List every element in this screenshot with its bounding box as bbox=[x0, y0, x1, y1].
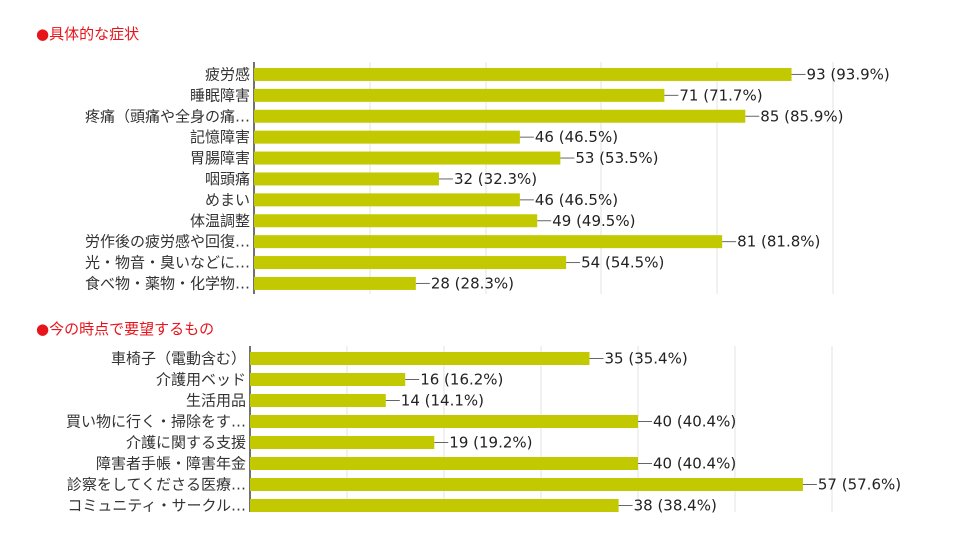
data-label: 19 (19.2%) bbox=[449, 434, 532, 452]
category-label: 記憶障害 bbox=[190, 128, 250, 146]
data-label: 38 (38.4%) bbox=[634, 497, 717, 515]
bar bbox=[250, 457, 638, 470]
category-label: コミュニティ・サークル… bbox=[67, 497, 246, 515]
category-label: 障害者手帳・障害年金 bbox=[96, 455, 246, 473]
data-label: 28 (28.3%) bbox=[431, 274, 514, 292]
bar bbox=[254, 88, 665, 102]
bar bbox=[254, 67, 792, 81]
data-label: 85 (85.9%) bbox=[760, 107, 843, 125]
bar bbox=[254, 172, 439, 186]
bar bbox=[250, 373, 406, 386]
category-label: 労作後の疲労感や回復… bbox=[85, 233, 250, 251]
category-label: 睡眠障害 bbox=[190, 86, 250, 104]
category-label: 光・物音・臭いなどに… bbox=[85, 254, 250, 272]
section-title-symptoms: ●具体的な症状 bbox=[36, 25, 140, 43]
category-label: 体温調整 bbox=[190, 212, 250, 230]
bar bbox=[250, 499, 619, 512]
bar bbox=[250, 394, 386, 407]
bar bbox=[250, 436, 435, 449]
data-label: 35 (35.4%) bbox=[605, 350, 688, 368]
bar bbox=[254, 276, 416, 290]
bar bbox=[254, 130, 520, 144]
data-label: 53 (53.5%) bbox=[575, 149, 658, 167]
bar bbox=[250, 415, 638, 428]
data-label: 40 (40.4%) bbox=[653, 455, 736, 473]
data-label: 93 (93.9%) bbox=[807, 65, 890, 83]
category-label: 疼痛（頭痛や全身の痛… bbox=[85, 107, 250, 125]
data-label: 16 (16.2%) bbox=[420, 371, 503, 389]
category-label: めまい bbox=[205, 191, 250, 209]
category-label: 生活用品 bbox=[186, 392, 246, 410]
category-label: 診察をしてくださる医療… bbox=[67, 476, 246, 494]
bar bbox=[250, 478, 803, 491]
bar bbox=[254, 193, 520, 207]
data-label: 54 (54.5%) bbox=[581, 254, 664, 272]
category-label: 胃腸障害 bbox=[190, 149, 250, 167]
category-label: 介護に関する支援 bbox=[126, 434, 246, 452]
data-label: 46 (46.5%) bbox=[535, 128, 618, 146]
data-label: 57 (57.6%) bbox=[818, 476, 901, 494]
data-label: 14 (14.1%) bbox=[401, 392, 484, 410]
bar bbox=[254, 235, 723, 249]
category-label: 車椅子（電動含む） bbox=[111, 350, 246, 368]
section-title-requests: ●今の時点で要望するもの bbox=[36, 320, 215, 338]
bar bbox=[254, 256, 567, 270]
bar bbox=[250, 352, 590, 365]
data-label: 32 (32.3%) bbox=[454, 170, 537, 188]
category-label: 介護用ベッド bbox=[156, 371, 246, 389]
data-label: 49 (49.5%) bbox=[552, 212, 635, 230]
category-label: 食べ物・薬物・化学物… bbox=[85, 274, 250, 292]
category-label: 咽頭痛 bbox=[205, 170, 250, 188]
data-label: 81 (81.8%) bbox=[737, 233, 820, 251]
bar bbox=[254, 109, 746, 123]
category-label: 疲労感 bbox=[205, 65, 250, 83]
category-label: 買い物に行く・掃除をす… bbox=[66, 413, 246, 431]
data-label: 40 (40.4%) bbox=[653, 413, 736, 431]
bar bbox=[254, 151, 561, 165]
data-label: 71 (71.7%) bbox=[679, 86, 762, 104]
bar bbox=[254, 214, 538, 228]
data-label: 46 (46.5%) bbox=[535, 191, 618, 209]
